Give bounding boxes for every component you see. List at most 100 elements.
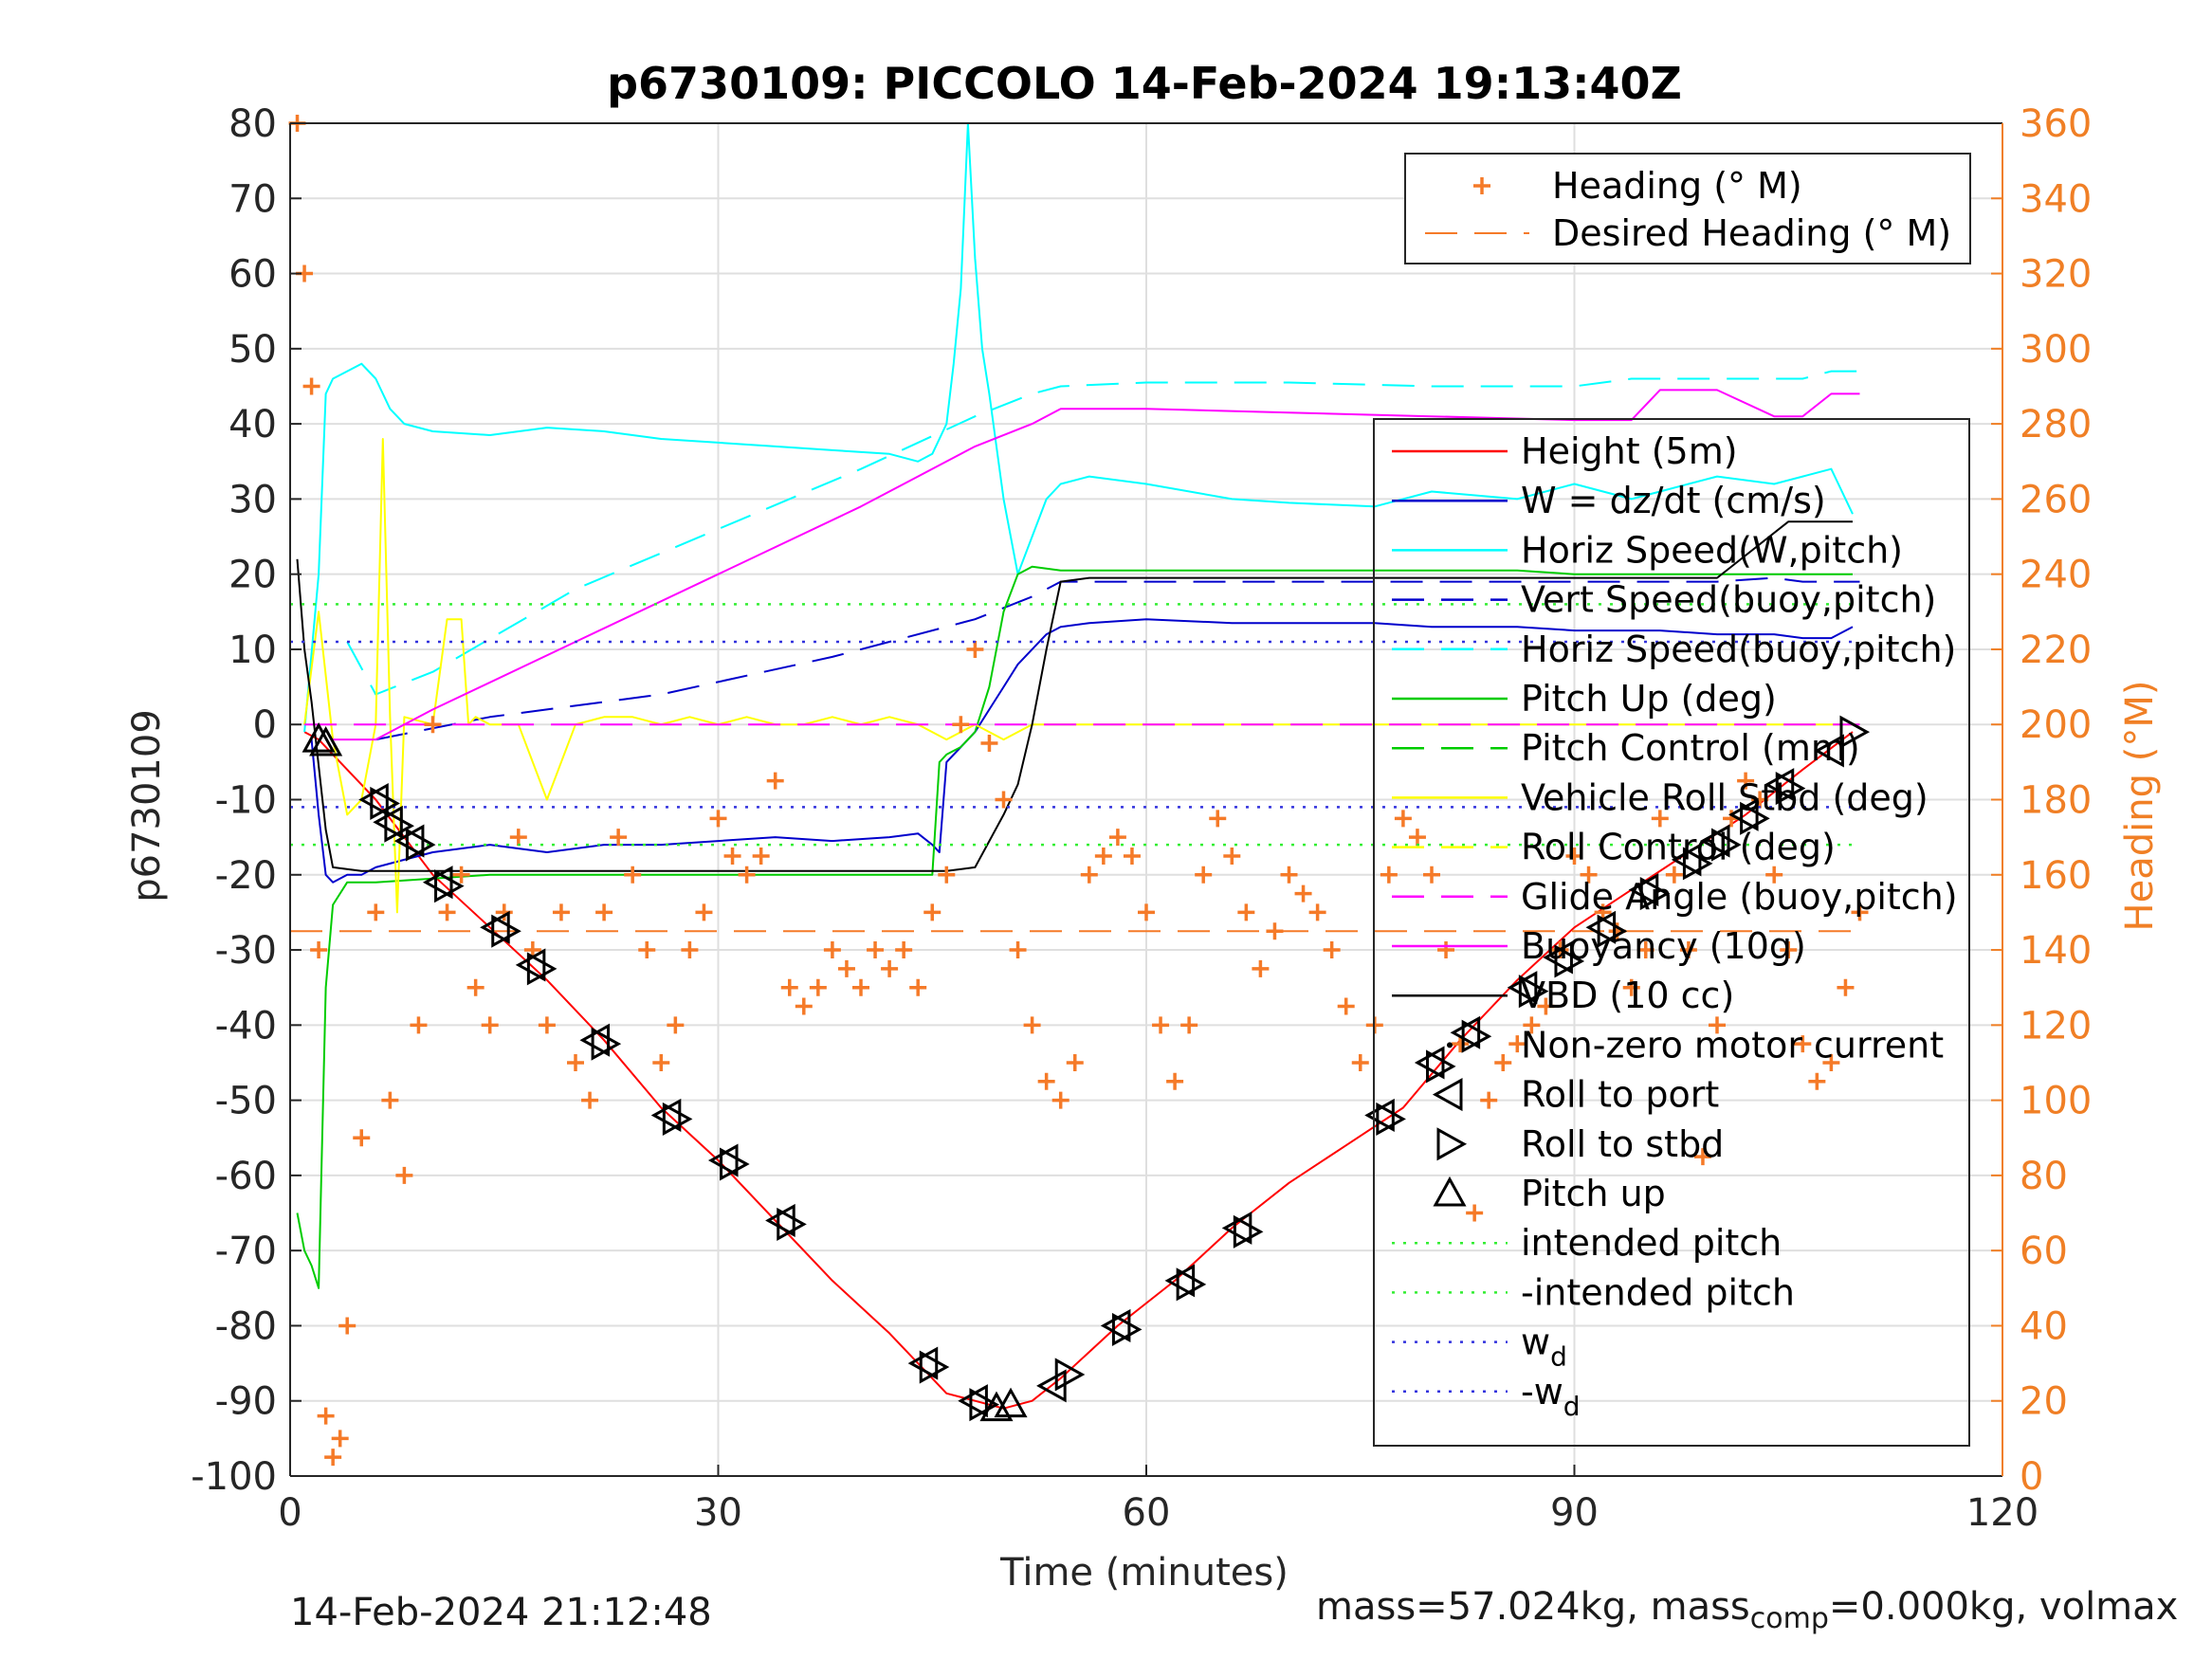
heading-point [1437,941,1455,959]
series-pitch-up-deg [296,565,1853,1289]
heading-point [1323,941,1341,959]
roll-to-port-marker [765,1203,795,1238]
heading-point [1765,866,1783,884]
y-tick-label: -10 [215,779,277,823]
roll-to-port-marker [1671,843,1702,877]
heading-point [1822,1053,1840,1071]
y2-tick-label: 360 [2020,102,2092,146]
y-tick-label: 30 [229,478,277,521]
roll-to-stbd-marker [662,1102,693,1136]
y-tick-label: 80 [229,102,277,146]
y-tick-label: 10 [229,629,277,672]
y2-tick-label: 240 [2020,554,2092,597]
roll-to-stbd-marker [1639,877,1671,911]
y2-axis-label: Heading (°M) [2118,681,2162,932]
y-tick-label: -60 [215,1155,277,1198]
y2-tick-label: 200 [2020,703,2092,747]
roll-to-port-marker [1221,1211,1252,1245]
heading-point [1280,866,1298,884]
heading-point [1452,1035,1470,1053]
y-tick-label: 60 [229,253,277,297]
y2-tick-label: 100 [2020,1080,2092,1123]
heading-point [1780,941,1798,959]
legend-main-symbol [1433,1176,1467,1207]
heading-point [795,997,813,1015]
legend-main-label: Horiz Speed(buoy,pitch) [1521,629,1956,670]
chart-title: p6730109: PICCOLO 14-Feb-2024 19:13:40Z [607,58,1682,109]
heading-point [923,903,941,921]
roll-to-stbd-marker [405,828,436,862]
heading-point [1622,978,1640,996]
heading-point [1679,941,1697,959]
y-tick-label: -20 [215,854,277,898]
y-tick-label: -80 [215,1304,277,1348]
legend-heading-label: Heading (° M) [1552,165,1802,207]
heading-point [1665,866,1683,884]
roll-to-stbd-marker [384,809,414,843]
roll-to-stbd-marker [1775,772,1806,806]
series-horiz-speed-w-pitch [303,122,1854,733]
roll-to-stbd-marker [1111,1312,1143,1346]
roll-to-port-marker [1507,971,1538,1005]
heading-point [310,941,328,959]
y-tick-label: -50 [215,1080,277,1123]
heading-point [966,640,984,658]
heading-point [595,903,613,921]
legend-main-label: Glide Angle (buoy,pitch) [1521,876,1958,918]
pitch-up-marker [309,725,343,757]
legend-main-label: intended pitch [1521,1222,1782,1264]
y-tick-label: 50 [229,328,277,372]
y-tick-label: -70 [215,1230,277,1273]
heading-point [780,978,798,996]
series-buoyancy-10g [333,389,1860,741]
roll-to-stbd-marker [491,914,521,948]
series-vbd-10-cc [296,520,1853,872]
heading-point [823,941,841,959]
footer-mass-prefix: mass=57.024kg, mass [1316,1585,1750,1629]
heading-point [1180,1016,1198,1034]
heading-point [1066,1053,1084,1071]
roll-to-stbd-marker [1518,975,1549,1009]
heading-point [1108,829,1126,847]
roll-to-port-marker [1164,1264,1196,1298]
heading-point [1223,847,1241,865]
heading-point [1794,1035,1812,1053]
y-axis-label: p6730109 [125,709,169,902]
y-tick-label: -100 [191,1455,277,1499]
heading-point [1508,1035,1526,1053]
legend-main: Height (5m) W = dz/dt (cm/s) Horiz Speed(W… [1373,418,1970,1447]
roll-to-port-marker [907,1346,939,1380]
roll-to-stbd-marker [969,1388,1000,1422]
legend-main-label: W = dz/dt (cm/s) [1521,480,1826,521]
heading-point [395,1166,413,1184]
heading-point [624,866,642,884]
y-tick-label: 0 [253,703,277,747]
roll-to-port-marker [480,910,510,944]
y2-tick-label: 220 [2020,629,2092,672]
legend-main-label: Pitch up [1521,1173,1666,1214]
heading-point [1837,978,1855,996]
roll-to-stbd-marker [1711,828,1742,862]
heading-point [1252,959,1270,977]
legend-heading-symbol [1473,177,1490,194]
heading-point [1523,1016,1541,1034]
marker-layer [302,715,1871,1422]
heading-point [1337,997,1355,1015]
heading-point [1494,1053,1512,1071]
heading-point [481,1016,499,1034]
heading-point [324,1449,342,1467]
roll-to-stbd-marker [1176,1267,1207,1302]
heading-point [895,941,913,959]
heading-point [652,1053,670,1071]
roll-to-port-marker [515,948,546,982]
heading-point [1009,941,1027,959]
legend-main-symbol [1436,1127,1468,1161]
x-axis-label: Time (minutes) [999,1551,1289,1595]
x-tick-label: 60 [1123,1491,1171,1535]
roll-to-port-marker [1450,1015,1481,1049]
heading-point [1751,791,1769,809]
footer-mass-suffix: =0.000kg, volmax [1828,1585,2179,1629]
roll-to-port-marker [1699,824,1730,858]
heading-point [552,903,570,921]
heading-point [1808,1072,1826,1090]
